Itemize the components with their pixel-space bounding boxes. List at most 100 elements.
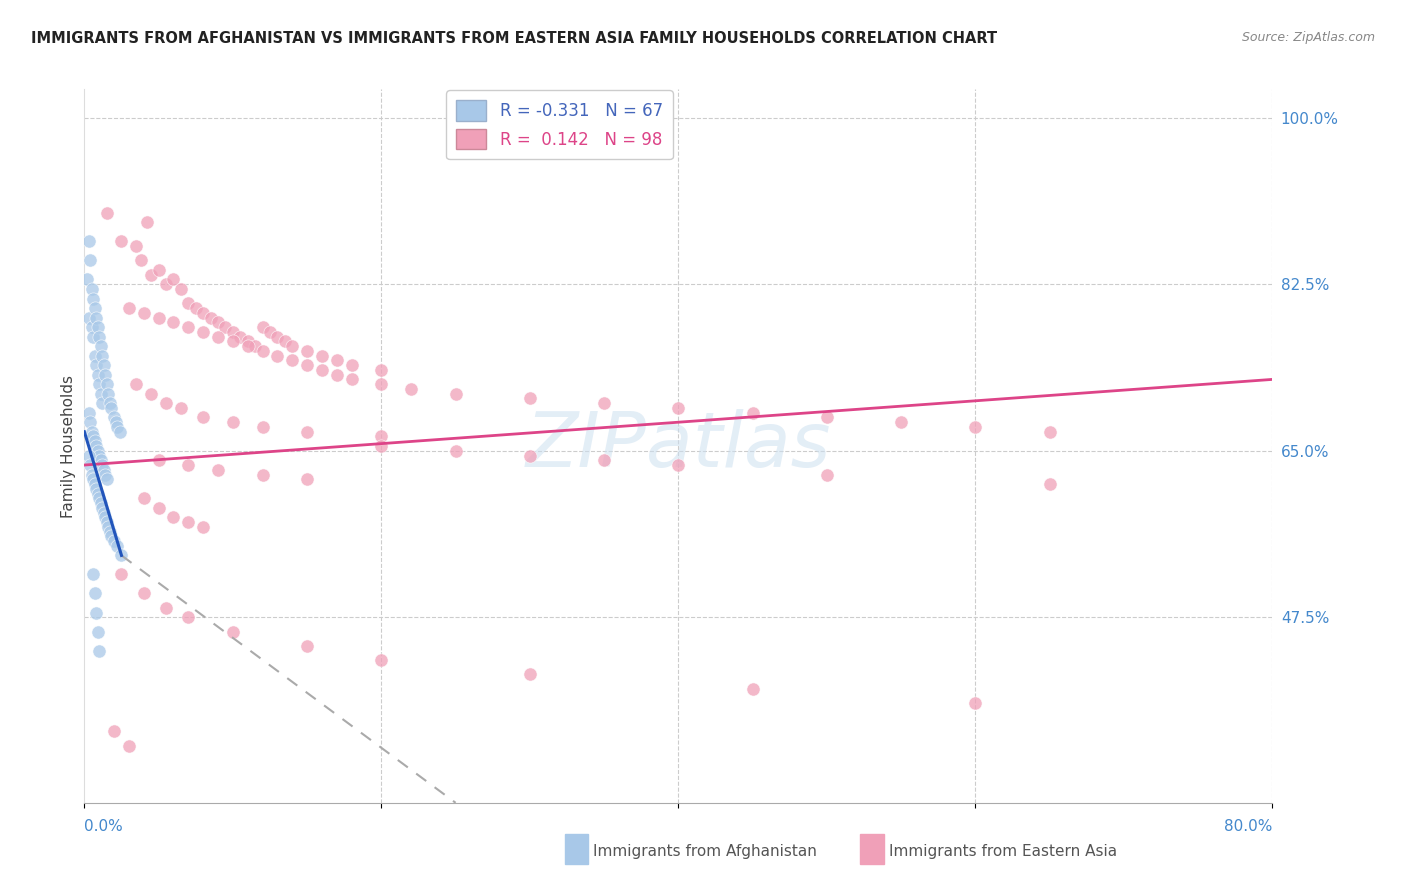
Text: IMMIGRANTS FROM AFGHANISTAN VS IMMIGRANTS FROM EASTERN ASIA FAMILY HOUSEHOLDS CO: IMMIGRANTS FROM AFGHANISTAN VS IMMIGRANT… xyxy=(31,31,997,46)
Point xyxy=(519,449,541,463)
Point xyxy=(148,500,170,515)
Point xyxy=(370,439,392,453)
Point xyxy=(80,425,103,439)
Point xyxy=(207,463,229,477)
Point xyxy=(295,343,318,358)
Point xyxy=(83,349,105,363)
Point xyxy=(110,567,132,582)
Point xyxy=(80,320,103,334)
Point xyxy=(815,410,838,425)
Point xyxy=(370,429,392,443)
Point xyxy=(191,306,215,320)
Point xyxy=(519,392,541,406)
Point xyxy=(252,420,274,434)
Point xyxy=(103,410,125,425)
Point xyxy=(89,449,111,463)
Point xyxy=(84,482,107,496)
Point xyxy=(295,358,318,372)
Point xyxy=(87,486,110,500)
Point xyxy=(97,520,120,534)
Point xyxy=(83,586,105,600)
Point xyxy=(93,463,115,477)
Point xyxy=(214,320,236,334)
Point xyxy=(243,339,266,353)
Point xyxy=(815,467,838,482)
Point xyxy=(295,425,318,439)
Point xyxy=(170,282,193,296)
Point xyxy=(1039,477,1062,491)
Point xyxy=(259,325,281,339)
Point xyxy=(162,510,184,524)
Point xyxy=(207,329,229,343)
Point xyxy=(90,496,112,510)
Point xyxy=(77,449,100,463)
Point xyxy=(118,301,141,315)
Point xyxy=(84,310,107,325)
Point xyxy=(519,667,541,681)
Point xyxy=(79,458,101,472)
Point xyxy=(1039,425,1062,439)
Y-axis label: Family Households: Family Households xyxy=(60,375,76,517)
Point xyxy=(741,681,763,696)
Point xyxy=(82,567,104,582)
Point xyxy=(79,253,101,268)
Point xyxy=(100,401,122,415)
Point xyxy=(370,377,392,392)
Point xyxy=(84,606,107,620)
Point xyxy=(191,410,215,425)
Point xyxy=(105,539,128,553)
Point xyxy=(87,368,110,382)
Point xyxy=(252,467,274,482)
Point xyxy=(104,415,127,429)
Point xyxy=(155,277,177,292)
Point xyxy=(77,406,100,420)
Point xyxy=(90,339,112,353)
Point xyxy=(87,320,110,334)
Point xyxy=(266,329,288,343)
Point xyxy=(77,235,100,249)
Point xyxy=(82,472,104,486)
Point xyxy=(184,301,207,315)
Point xyxy=(200,310,222,325)
Point xyxy=(93,506,115,520)
Point xyxy=(162,315,184,329)
Point xyxy=(207,315,229,329)
Point xyxy=(252,320,274,334)
Point xyxy=(295,472,318,486)
Point xyxy=(80,467,103,482)
Point xyxy=(84,358,107,372)
Point xyxy=(87,443,110,458)
Point xyxy=(89,329,111,343)
Point xyxy=(79,415,101,429)
Point xyxy=(229,329,252,343)
Point xyxy=(148,453,170,467)
Point xyxy=(890,415,912,429)
Point xyxy=(98,524,121,539)
Point xyxy=(132,586,155,600)
Point xyxy=(100,529,122,543)
Point xyxy=(326,353,349,368)
Point xyxy=(132,306,155,320)
Point xyxy=(311,349,333,363)
Point xyxy=(236,334,259,349)
Point xyxy=(593,453,616,467)
Point xyxy=(170,401,193,415)
Point xyxy=(80,282,103,296)
Point xyxy=(94,510,117,524)
Point xyxy=(132,491,155,506)
Point xyxy=(105,420,128,434)
Point xyxy=(274,334,297,349)
Point xyxy=(593,396,616,410)
Point xyxy=(177,320,200,334)
Point xyxy=(266,349,288,363)
Point xyxy=(281,353,304,368)
Point xyxy=(370,653,392,667)
Point xyxy=(965,696,987,710)
Text: 80.0%: 80.0% xyxy=(1225,820,1272,834)
Point xyxy=(103,534,125,549)
Text: Source: ZipAtlas.com: Source: ZipAtlas.com xyxy=(1241,31,1375,45)
Point xyxy=(222,415,245,429)
Point xyxy=(222,624,245,639)
Point xyxy=(311,363,333,377)
Point xyxy=(91,396,114,410)
